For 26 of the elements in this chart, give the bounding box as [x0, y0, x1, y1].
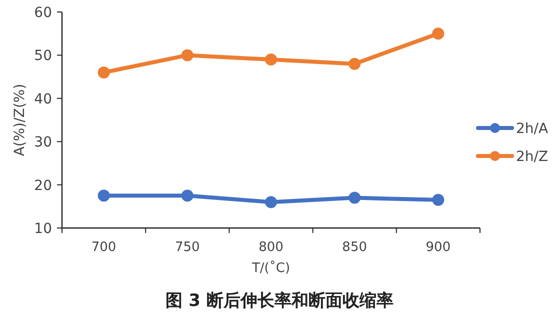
point [265, 196, 277, 208]
y-tick-label: 10 [34, 221, 52, 237]
y-tick-label: 60 [34, 5, 52, 21]
point [98, 190, 110, 202]
x-tick-label: 700 [91, 240, 116, 255]
point [98, 66, 110, 78]
y-tick-label: 20 [34, 178, 52, 194]
x-tick-label: 850 [342, 240, 368, 255]
point [432, 28, 444, 40]
x-axis-title: T/(˚C) [250, 260, 290, 276]
point [265, 54, 277, 66]
x-tick-label: 900 [426, 240, 451, 255]
text: 图 3 断后伸长率和断面收缩率 [166, 291, 394, 311]
point [432, 194, 444, 206]
y-axis-title: A(%)/Z(%) [12, 84, 28, 156]
y-tick-label: 40 [34, 91, 52, 108]
point [348, 58, 361, 70]
y-tick-label: 50 [34, 48, 52, 64]
legend-label: 2h/Z [516, 149, 548, 165]
point [348, 192, 361, 204]
legend-label: 2h/A [516, 121, 548, 137]
y-tick-label: 30 [34, 134, 52, 151]
point [181, 190, 194, 202]
x-tick-label: 800 [258, 240, 284, 255]
point [181, 49, 194, 62]
x-tick-label: 750 [174, 240, 200, 255]
